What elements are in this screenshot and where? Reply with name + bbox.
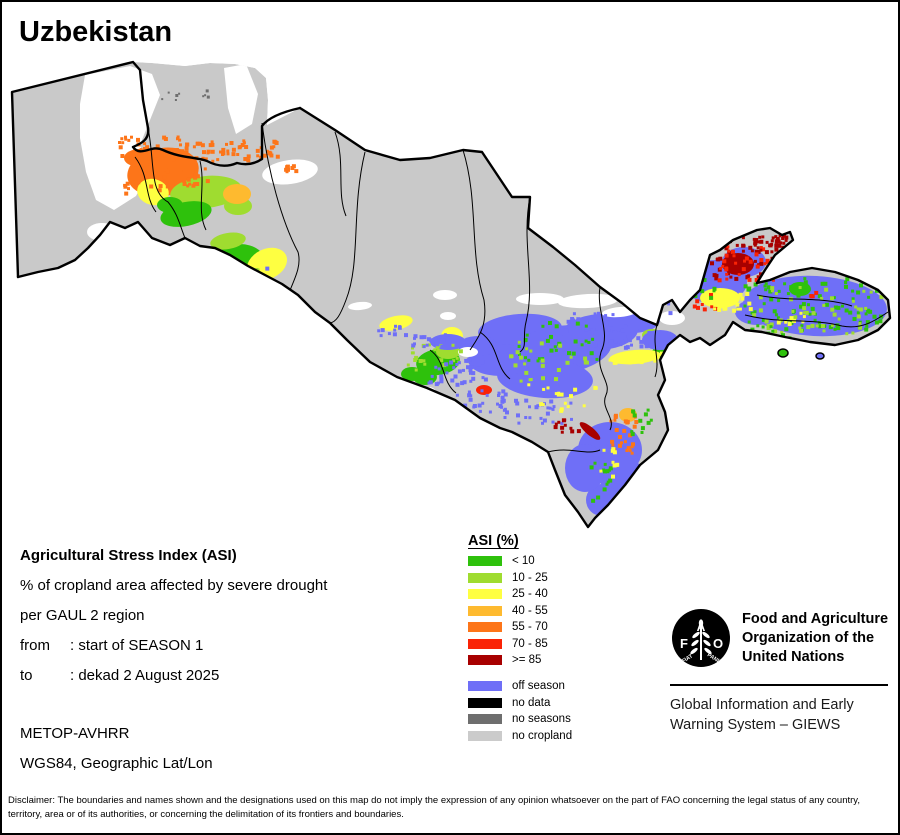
fao-name: Food and Agriculture Organization of the…	[742, 606, 888, 667]
wheat-leaves-icon	[690, 619, 712, 655]
fao-letter-a: A	[697, 620, 706, 634]
legend-swatch	[468, 697, 502, 708]
legend-item: 25 - 40	[468, 588, 572, 600]
legend-swatch	[468, 589, 502, 599]
legend-item: no data	[468, 696, 572, 709]
giews-line2: Warning System – GIEWS	[670, 717, 841, 733]
to-label: to	[20, 667, 33, 684]
sensor-block: METOP-AVHRR WGS84, Geographic Lat/Lon	[20, 719, 213, 779]
sensor-name: METOP-AVHRR	[20, 725, 130, 742]
fao-letter-f: F	[680, 636, 688, 651]
legend-item: 10 - 25	[468, 571, 572, 584]
legend-swatch	[468, 714, 502, 724]
legend-swatch	[468, 572, 502, 583]
map-legend: ASI (%) < 10 10 - 25 25 - 40 40 - 55 55 - 70…	[468, 533, 572, 747]
legend-title: ASI (%)	[468, 533, 519, 549]
legend-item: 40 - 55	[468, 604, 572, 617]
page-title: Uzbekistan	[19, 16, 173, 48]
legend-label: off season	[512, 680, 565, 692]
legend-item: 55 - 70	[468, 621, 572, 633]
legend-label: < 10	[512, 555, 535, 567]
legend-swatch	[468, 638, 502, 649]
giews-line1: Global Information and Early	[670, 697, 854, 713]
legend-label: >= 85	[512, 654, 542, 666]
fao-logo: F A O FIAT PANIS	[672, 609, 730, 667]
legend-label: 25 - 40	[512, 588, 548, 600]
legend-item: 70 - 85	[468, 637, 572, 650]
legend-item: no cropland	[468, 729, 573, 742]
fao-branding: F A O FIAT PANIS Food and Agriculture Or…	[670, 606, 890, 735]
from-label: from	[20, 637, 50, 654]
map-info-block: Agricultural Stress Index (ASI) % of cro…	[20, 541, 327, 691]
legend-item: no seasons	[468, 713, 572, 725]
legend-item: < 10	[468, 555, 572, 567]
branding-divider	[670, 684, 888, 686]
legend-label: 55 - 70	[512, 621, 548, 633]
legend-label: no seasons	[512, 713, 571, 725]
fao-name-line1: Food and Agriculture	[742, 611, 889, 627]
projection-name: WGS84, Geographic Lat/Lon	[20, 755, 213, 772]
from-value: : start of SEASON 1	[70, 637, 204, 654]
asi-heading: Agricultural Stress Index (ASI)	[20, 547, 237, 564]
fao-letter-o: O	[713, 636, 723, 651]
legend-swatch	[468, 681, 502, 691]
legend-label: no cropland	[512, 729, 573, 742]
legend-label: 70 - 85	[512, 637, 548, 650]
period-from: from : start of SEASON 1	[20, 631, 327, 661]
legend-classes: < 10 10 - 25 25 - 40 40 - 55 55 - 70 70 - 85 >…	[468, 555, 572, 666]
period-to: to : dekad 2 August 2025	[20, 661, 327, 691]
fao-motto-fiat: FIAT	[681, 653, 695, 665]
legend-label: 40 - 55	[512, 604, 548, 617]
wheat-stalk-icon	[700, 626, 702, 660]
giews-name: Global Information and Early Warning Sys…	[670, 695, 890, 735]
legend-item: off season	[468, 680, 572, 692]
legend-item: >= 85	[468, 654, 572, 666]
fao-name-line3: United Nations	[742, 649, 845, 665]
to-value: : dekad 2 August 2025	[70, 667, 220, 684]
legend-extra: off season no data no seasons no cropland	[468, 680, 573, 742]
disclaimer-text: Disclaimer: The boundaries and names sho…	[8, 795, 860, 820]
legend-swatch	[468, 655, 502, 665]
legend-swatch	[468, 730, 502, 741]
legend-label: no data	[512, 696, 551, 709]
fao-name-line2: Organization of the	[742, 630, 875, 646]
asi-description-line1: % of cropland area affected by severe dr…	[20, 577, 328, 594]
asi-description-line2: per GAUL 2 region	[20, 607, 145, 624]
legend-swatch	[468, 556, 502, 566]
legend-swatch	[468, 622, 502, 632]
legend-swatch	[468, 605, 502, 616]
legend-label: 10 - 25	[512, 571, 548, 584]
